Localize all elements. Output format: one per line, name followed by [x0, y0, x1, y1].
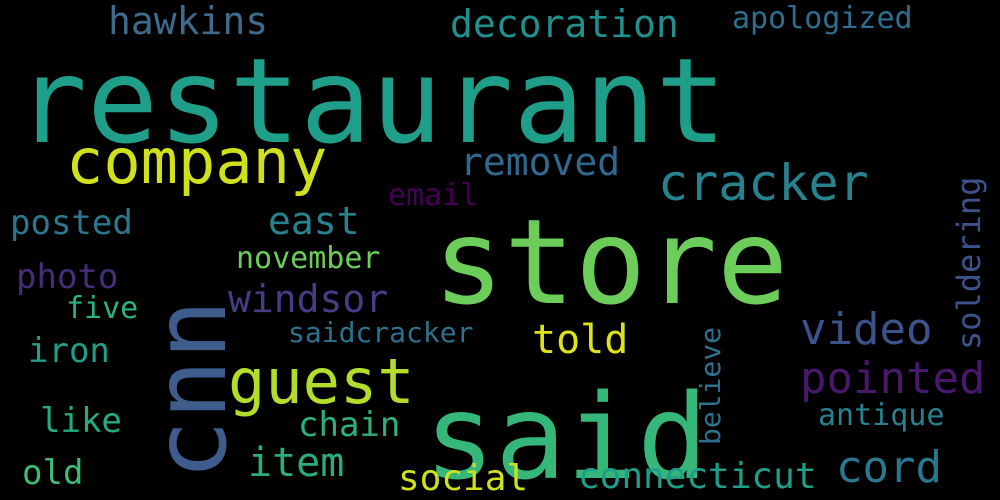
word-like: like: [40, 401, 122, 441]
word-five: five: [66, 291, 138, 326]
word-saidcracker: saidcracker: [288, 316, 473, 349]
word-restaurant: restaurant: [16, 32, 726, 170]
word-decoration: decoration: [450, 2, 679, 46]
word-apologized: apologized: [732, 1, 913, 36]
word-email: email: [388, 178, 478, 213]
word-social: social: [398, 458, 528, 499]
word-store: store: [433, 193, 788, 331]
word-said: said: [424, 368, 708, 500]
word-company: company: [66, 125, 327, 198]
word-believe: believe: [694, 327, 727, 445]
word-told: told: [532, 317, 628, 363]
word-pointed: pointed: [800, 353, 985, 404]
word-antique: antique: [818, 398, 944, 433]
word-old: old: [22, 453, 83, 493]
word-chain: chain: [298, 405, 400, 445]
word-soldering: soldering: [950, 177, 988, 350]
word-windsor: windsor: [228, 277, 388, 321]
word-item: item: [248, 440, 344, 486]
word-east: east: [268, 199, 360, 243]
word-posted: posted: [10, 203, 133, 243]
word-november: november: [236, 241, 381, 276]
word-connecticut: connecticut: [578, 456, 816, 497]
word-removed: removed: [460, 140, 620, 184]
word-guest: guest: [228, 345, 415, 418]
word-hawkins: hawkins: [108, 0, 268, 43]
word-cord: cord: [836, 442, 942, 493]
word-iron: iron: [28, 331, 110, 371]
word-cracker: cracker: [658, 154, 869, 212]
word-cnn: cnn: [132, 299, 249, 480]
word-photo: photo: [16, 257, 118, 297]
word-video: video: [800, 304, 932, 355]
